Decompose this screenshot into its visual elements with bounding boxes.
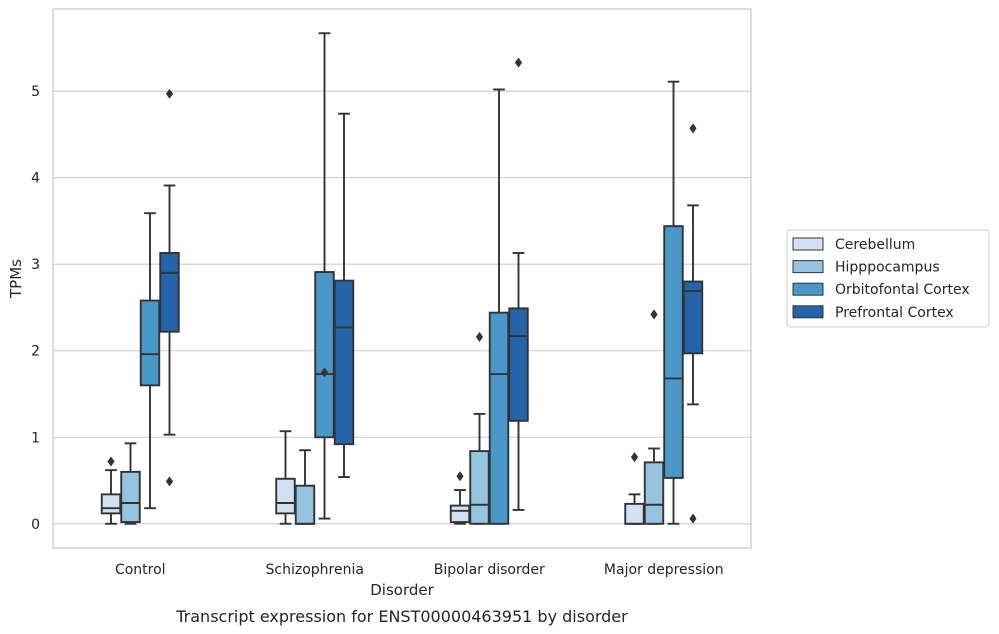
outlier-point <box>650 309 658 320</box>
plot-frame <box>52 8 752 549</box>
x-tick-label: Control <box>115 562 166 578</box>
x-tick-label: Schizophrenia <box>266 562 364 578</box>
box-body <box>488 311 510 525</box>
y-tick-label: 5 <box>31 84 40 100</box>
box-body <box>139 299 161 387</box>
box-cerebellum-2 <box>449 471 471 525</box>
box-prefrontal-cortex-1 <box>333 112 355 479</box>
box-orbitofontal-cortex-0 <box>139 212 161 510</box>
outlier-point <box>475 331 484 342</box>
box-body <box>682 280 704 355</box>
y-tick-label: 1 <box>31 430 40 446</box>
box-body <box>624 502 645 525</box>
y-axis-ticks: 0 1 2 3 4 5 <box>31 84 40 533</box>
box-body <box>449 504 471 523</box>
box-body <box>314 271 335 439</box>
box-hipppocampus-2 <box>469 331 490 525</box>
y-tick-label: 0 <box>31 517 40 533</box>
outlier-point <box>107 456 115 467</box>
legend-swatch <box>792 305 824 319</box>
x-axis-label: Disorder <box>370 581 434 599</box>
box-body <box>294 484 316 525</box>
box-prefrontal-cortex-3 <box>682 123 704 524</box>
box-body <box>100 493 122 515</box>
chart-caption: Transcript expression for ENST0000046395… <box>175 607 628 626</box>
y-tick-label: 3 <box>31 257 40 273</box>
box-cerebellum-3 <box>624 452 645 525</box>
box-hipppocampus-1 <box>294 449 316 525</box>
box-cerebellum-1 <box>275 430 296 525</box>
legend-swatch <box>792 282 824 296</box>
x-axis-ticks: Control Schizophrenia Bipolar disorder Majo… <box>115 562 724 578</box>
box-body <box>469 450 490 525</box>
outlier-point <box>320 367 329 378</box>
y-axis-label: TPMs <box>7 259 25 299</box>
box-body <box>275 477 296 515</box>
box-body <box>508 307 529 422</box>
outlier-point <box>165 476 174 487</box>
box-cerebellum-0 <box>100 456 122 525</box>
outlier-point <box>689 513 697 524</box>
boxes <box>100 32 704 525</box>
box-body <box>643 461 665 525</box>
box-hipppocampus-3 <box>643 309 665 525</box>
box-orbitofontal-cortex-1 <box>314 32 335 520</box>
box-orbitofontal-cortex-3 <box>663 80 684 525</box>
outlier-point <box>165 88 174 99</box>
legend-swatch <box>792 237 824 251</box>
box-body <box>120 470 141 523</box>
box-body <box>663 225 684 479</box>
box-body <box>333 279 355 446</box>
legend-label: Orbitofontal Cortex <box>835 282 970 298</box>
legend-label: Cerebellum <box>835 237 915 253</box>
legend-swatch <box>792 260 824 274</box>
box-prefrontal-cortex-0 <box>159 88 180 487</box>
y-tick-label: 2 <box>31 344 40 360</box>
legend-frame <box>786 229 990 328</box>
box-body <box>159 252 180 333</box>
y-tick-label: 4 <box>31 171 40 187</box>
outlier-point <box>514 57 523 68</box>
x-tick-label: Major depression <box>604 562 724 578</box>
box-orbitofontal-cortex-2 <box>488 88 510 525</box>
legend-label: Hipppocampus <box>835 260 940 276</box>
box-hipppocampus-0 <box>120 442 141 525</box>
outlier-point <box>630 452 639 463</box>
x-tick-label: Bipolar disorder <box>434 562 545 578</box>
legend-label: Prefrontal Cortex <box>835 305 954 321</box>
box-prefrontal-cortex-2 <box>508 57 529 511</box>
outlier-point <box>456 471 464 482</box>
legend: Cerebellum Hipppocampus Orbitofontal Corte… <box>786 229 990 328</box>
outlier-point <box>689 123 697 134</box>
